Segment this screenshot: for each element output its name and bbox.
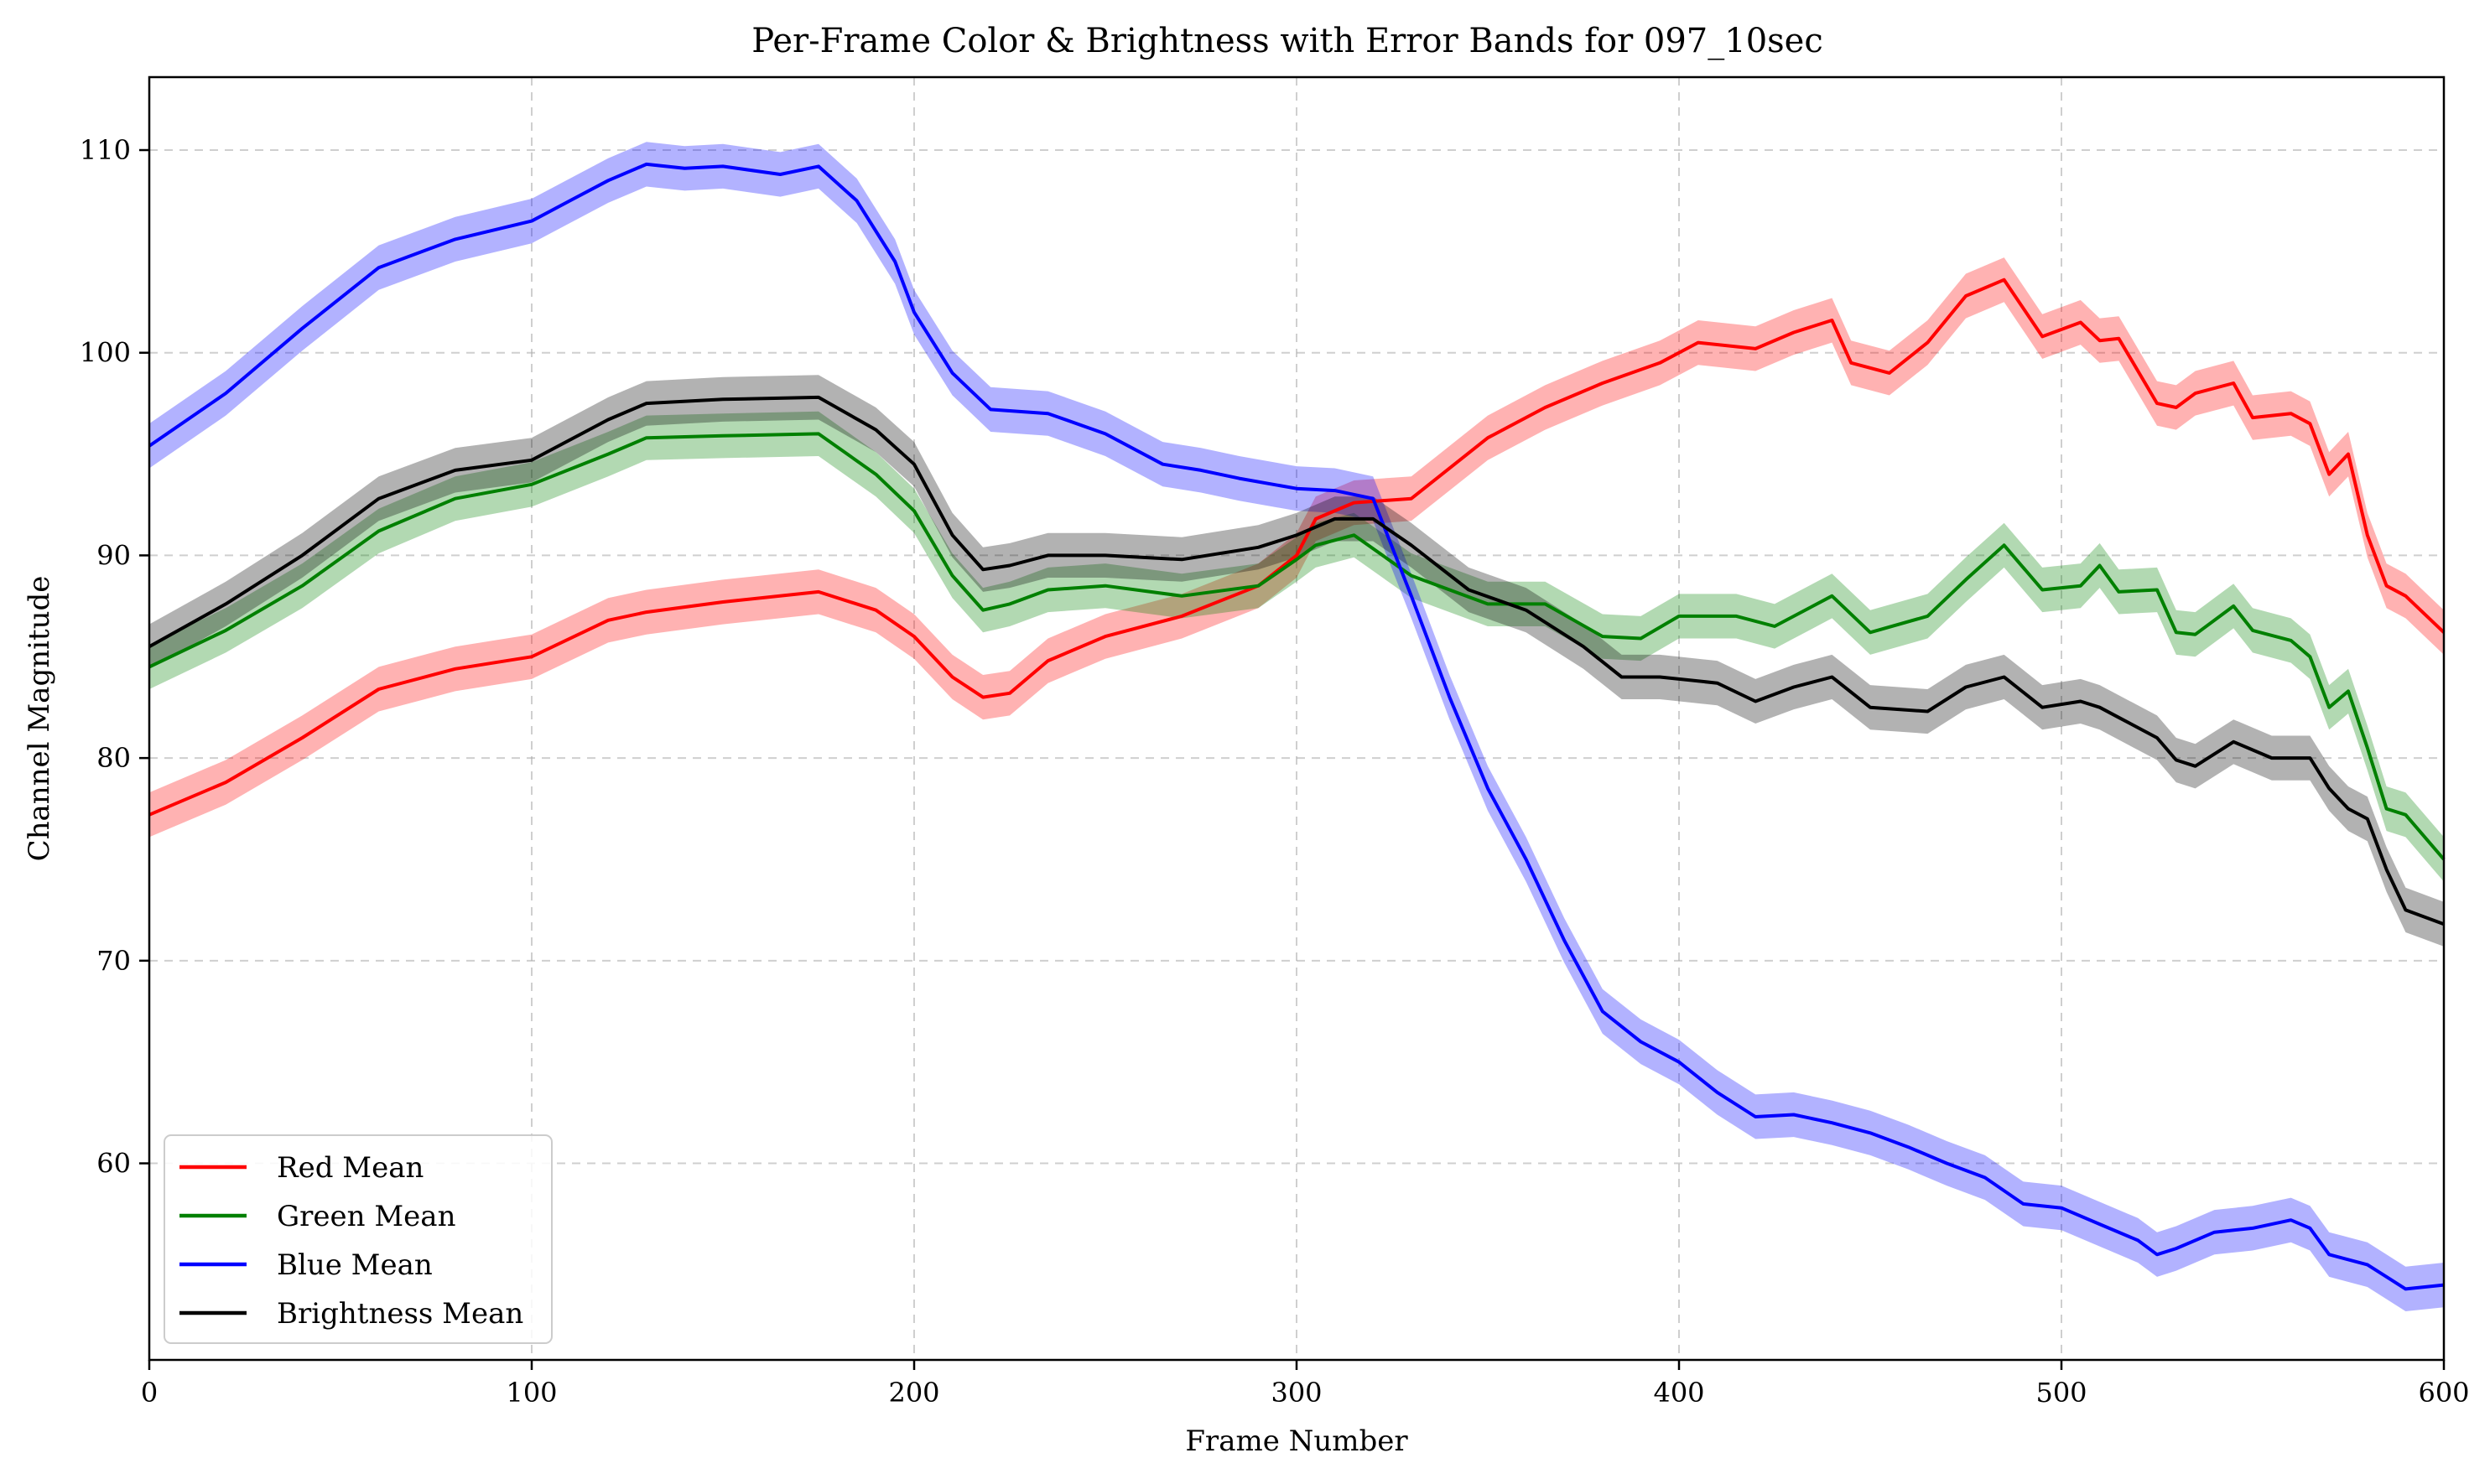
y-tick-label: 90 <box>96 539 131 571</box>
brightness-mean-line <box>148 395 2445 926</box>
green-mean-line <box>148 432 2446 861</box>
y-tick-label: 100 <box>80 337 131 369</box>
y-tick-label: 70 <box>96 945 131 977</box>
x-tick-label: 0 <box>141 1377 158 1409</box>
legend-box <box>164 1134 553 1344</box>
chart-title: Per-Frame Color & Brightness with Error … <box>751 22 1823 60</box>
y-axis-label: Channel Magnitude <box>23 576 56 862</box>
x-axis-label: Frame Number <box>1185 1424 1408 1458</box>
legend: Red Mean Green Mean Blue Mean Brightness Me… <box>164 1134 553 1344</box>
y-tick-label: 80 <box>96 742 131 774</box>
green-mean-legend-label: Green Mean <box>277 1200 455 1233</box>
x-tick-label: 100 <box>506 1377 557 1409</box>
y-axis-ticks: 60 70 80 90 100 110 <box>80 134 149 1180</box>
error-bands <box>149 142 2444 1311</box>
red-mean-line <box>148 278 2446 817</box>
x-tick-label: 600 <box>2418 1377 2469 1409</box>
y-tick-label: 110 <box>80 134 131 166</box>
x-tick-label: 300 <box>1271 1377 1322 1409</box>
blue-mean-line <box>148 162 2445 1291</box>
x-gridlines <box>531 77 2062 1360</box>
brightness-mean-error-band <box>149 375 2444 947</box>
series-lines <box>148 162 2446 1291</box>
x-tick-label: 200 <box>888 1377 939 1409</box>
red-mean-legend-label: Red Mean <box>277 1151 424 1185</box>
x-tick-label: 400 <box>1653 1377 1704 1409</box>
red-mean-error-band <box>149 257 2444 838</box>
x-tick-label: 500 <box>2035 1377 2087 1409</box>
y-tick-label: 60 <box>96 1148 131 1180</box>
x-axis-ticks: 0 100 200 300 400 500 600 <box>141 1360 2470 1409</box>
blue-mean-error-band <box>149 142 2444 1311</box>
brightness-mean-legend-label: Brightness Mean <box>277 1297 523 1331</box>
blue-mean-legend-label: Blue Mean <box>277 1248 433 1282</box>
